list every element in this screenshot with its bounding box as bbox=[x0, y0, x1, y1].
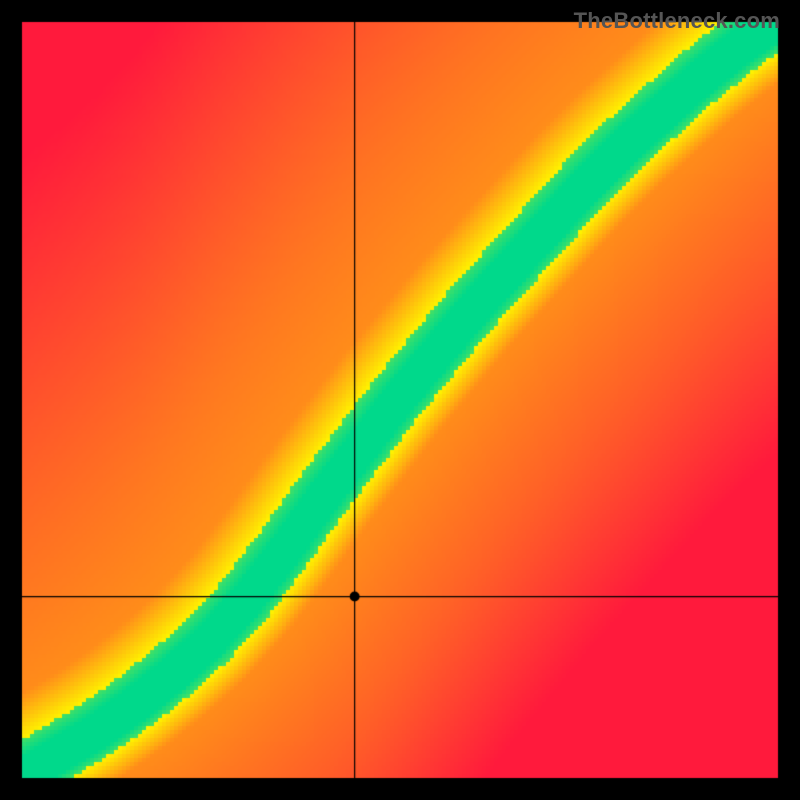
bottleneck-heatmap bbox=[0, 0, 800, 800]
watermark-text: TheBottleneck.com bbox=[574, 8, 780, 34]
chart-container: TheBottleneck.com bbox=[0, 0, 800, 800]
